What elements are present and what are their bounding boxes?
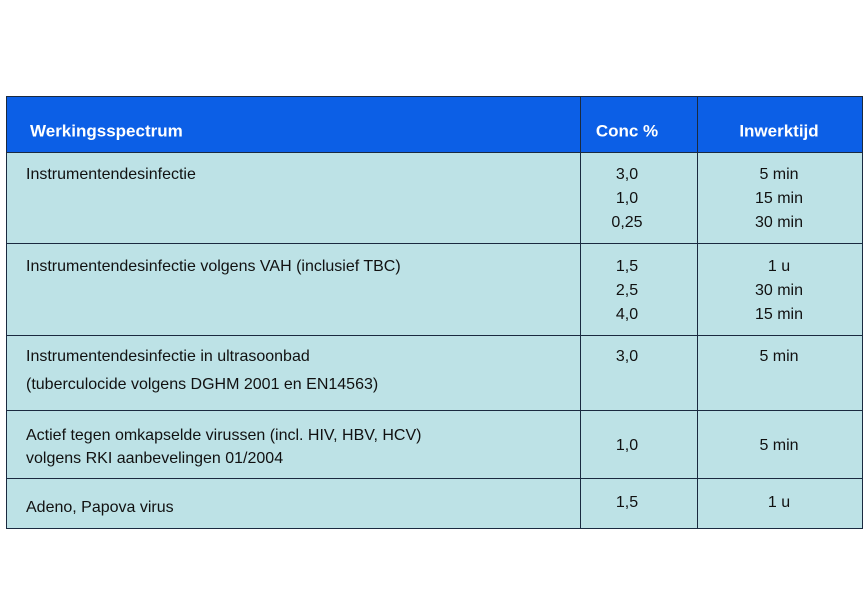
- table-cell: [6, 410, 581, 479]
- time-value: 5 min: [759, 437, 799, 454]
- conc-value: 3,0: [615, 348, 639, 365]
- time-value: 30 min: [754, 282, 804, 299]
- header-cell: [580, 96, 698, 153]
- row-label: Instrumentendesinfectie volgens VAH (inc…: [26, 258, 401, 275]
- header-text: Conc %: [595, 121, 659, 141]
- conc-value: 1,0: [615, 190, 639, 207]
- table-cell: [697, 410, 863, 479]
- table-cell: [580, 243, 698, 336]
- row-label: Instrumentendesinfectie in ultrasoonbad: [26, 348, 310, 365]
- time-value: 15 min: [754, 190, 804, 207]
- header-text: Inwerktijd: [739, 121, 819, 141]
- conc-value: 0,25: [611, 214, 643, 231]
- row-label: (tuberculocide volgens DGHM 2001 en EN14…: [26, 376, 379, 393]
- table-cell: [580, 335, 698, 411]
- conc-value: 1,5: [615, 258, 639, 275]
- table-cell: [697, 243, 863, 336]
- table-cell: [6, 152, 581, 244]
- time-value: 5 min: [759, 166, 799, 183]
- table-cell: [580, 152, 698, 244]
- conc-value: 2,5: [615, 282, 639, 299]
- table-cell: [580, 478, 698, 529]
- table-cell: [6, 243, 581, 336]
- table-cell: [697, 335, 863, 411]
- time-value: 1 u: [767, 494, 791, 511]
- table-cell: [697, 152, 863, 244]
- conc-value: 1,0: [615, 437, 639, 454]
- time-value: 15 min: [754, 306, 804, 323]
- conc-value: 3,0: [615, 166, 639, 183]
- header-cell: [6, 96, 581, 153]
- table-cell: [6, 335, 581, 411]
- row-label: Adeno, Papova virus: [26, 499, 174, 516]
- table-cell: [580, 410, 698, 479]
- table-cell: [6, 478, 581, 529]
- table-cell: [697, 478, 863, 529]
- conc-value: 1,5: [615, 494, 639, 511]
- time-value: 5 min: [759, 348, 799, 365]
- row-label: volgens RKI aanbevelingen 01/2004: [26, 450, 284, 467]
- time-value: 30 min: [754, 214, 804, 231]
- conc-value: 4,0: [615, 306, 639, 323]
- header-text: Werkingsspectrum: [30, 121, 183, 141]
- row-label: Instrumentendesinfectie: [26, 166, 196, 183]
- time-value: 1 u: [767, 258, 791, 275]
- row-label: Actief tegen omkapselde virussen (incl. …: [26, 427, 422, 444]
